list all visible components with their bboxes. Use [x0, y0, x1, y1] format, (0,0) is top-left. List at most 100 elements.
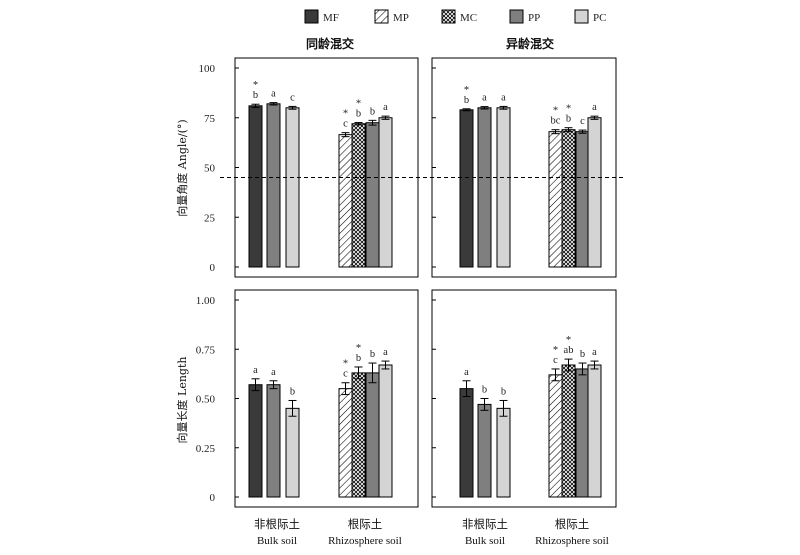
bar-mf — [459, 388, 474, 498]
y-tick-label: 0.50 — [196, 394, 216, 406]
legend-label-mc: MC — [460, 12, 477, 24]
bar-mf — [248, 105, 263, 268]
sig-star: * — [343, 359, 348, 370]
xcat-rhizo-en-left: Rhizosphere soil — [328, 535, 402, 547]
y-tick-label: 0.75 — [196, 344, 216, 356]
bar-mp — [338, 388, 353, 498]
legend-swatch-mp — [374, 9, 389, 24]
sig-letter: a — [383, 102, 388, 113]
y-tick-label: 0.25 — [196, 443, 216, 455]
sig-letter: c — [343, 119, 348, 130]
sig-letter: b — [253, 90, 258, 101]
bar-pc — [378, 117, 393, 268]
ylabel-length: 向量长度 Length — [175, 357, 189, 444]
sig-star: * — [356, 99, 361, 110]
y-tick-label: 0 — [210, 492, 216, 504]
sig-letter: b — [501, 386, 506, 397]
panel-r1-c0: 00.250.500.751.00a abc*b*b a — [196, 289, 419, 508]
sig-letter: a — [383, 347, 388, 358]
xcat-bulk-cn-right: 非根际土 — [462, 517, 508, 531]
sig-letter: a — [253, 365, 258, 376]
legend-swatch-mc — [441, 9, 456, 24]
legend-item-mp: MP — [374, 9, 409, 24]
legend: MF MP MC PP PC — [304, 9, 606, 24]
panel-r1-c1: ab bc* ab*b a — [431, 289, 617, 508]
sig-star: * — [553, 345, 558, 356]
sig-letter: b — [482, 385, 487, 396]
legend-item-mc: MC — [441, 9, 477, 24]
y-tick-label: 1.00 — [196, 295, 216, 307]
bar-mf — [459, 109, 474, 268]
sig-letter: a — [592, 347, 597, 358]
legend-label-pp: PP — [528, 12, 540, 24]
bar-pc — [285, 107, 300, 268]
sig-letter: c — [343, 369, 348, 380]
bar-pp — [365, 122, 380, 268]
bar-pp — [266, 384, 281, 498]
sig-letter: ab — [564, 345, 574, 356]
bar-pp — [477, 403, 492, 498]
xcat-rhizo-cn-left: 根际土 — [348, 517, 383, 531]
sig-letter: a — [271, 367, 276, 378]
sig-letter: a — [271, 89, 276, 100]
xcat-bulk-en-right: Bulk soil — [465, 535, 505, 547]
legend-swatch-mf — [304, 9, 319, 24]
sig-star: * — [566, 104, 571, 115]
bar-pc — [285, 407, 300, 498]
sig-letter: b — [370, 106, 375, 117]
legend-swatch-pc — [574, 9, 589, 24]
sig-letter: c — [580, 116, 585, 127]
bar-mp — [548, 374, 563, 498]
bar-mc — [561, 129, 576, 268]
y-tick-label: 50 — [204, 163, 216, 175]
sig-letter: a — [464, 367, 469, 378]
bar-pc — [587, 364, 602, 498]
legend-item-mf: MF — [304, 9, 339, 24]
sig-letter: a — [592, 102, 597, 113]
y-tick-label: 75 — [204, 113, 216, 125]
sig-star: * — [343, 109, 348, 120]
bar-pc — [496, 107, 511, 268]
sig-star: * — [464, 85, 469, 96]
y-tick-label: 100 — [199, 63, 216, 75]
sig-letter: b — [580, 349, 585, 360]
y-tick-label: 25 — [204, 212, 216, 224]
sig-letter: c — [290, 92, 295, 103]
legend-label-mf: MF — [323, 12, 339, 24]
bar-pp — [477, 107, 492, 268]
legend-swatch-pp — [509, 9, 524, 24]
sig-star: * — [253, 80, 258, 91]
sig-letter: b — [356, 353, 361, 364]
y-tick-label: 0 — [210, 262, 216, 274]
sig-letter: b — [464, 95, 469, 106]
bar-mc — [351, 123, 366, 268]
sig-star: * — [566, 335, 571, 346]
legend-label-pc: PC — [593, 12, 606, 24]
sig-star: * — [553, 106, 558, 117]
legend-item-pp: PP — [509, 9, 540, 24]
sig-letter: b — [290, 386, 295, 397]
bar-pc — [496, 407, 511, 498]
sig-letter: b — [370, 349, 375, 360]
bar-mf — [248, 384, 263, 498]
sig-letter: a — [501, 92, 506, 103]
bar-pp — [575, 131, 590, 268]
bar-pp — [266, 103, 281, 268]
bar-mp — [548, 131, 563, 268]
bar-pp — [575, 368, 590, 498]
bar-pc — [378, 364, 393, 498]
sig-letter: c — [553, 355, 558, 366]
xcat-bulk-en-left: Bulk soil — [257, 535, 297, 547]
bar-pc — [587, 117, 602, 268]
bar-mp — [338, 134, 353, 268]
bar-pp — [365, 372, 380, 498]
sig-letter: b — [566, 114, 571, 125]
bar-mc — [351, 372, 366, 498]
sig-letter: bc — [551, 116, 561, 127]
column-title-same-age: 同龄混交 — [306, 36, 354, 51]
xcat-rhizo-en-right: Rhizosphere soil — [535, 535, 609, 547]
sig-letter: a — [482, 93, 487, 104]
